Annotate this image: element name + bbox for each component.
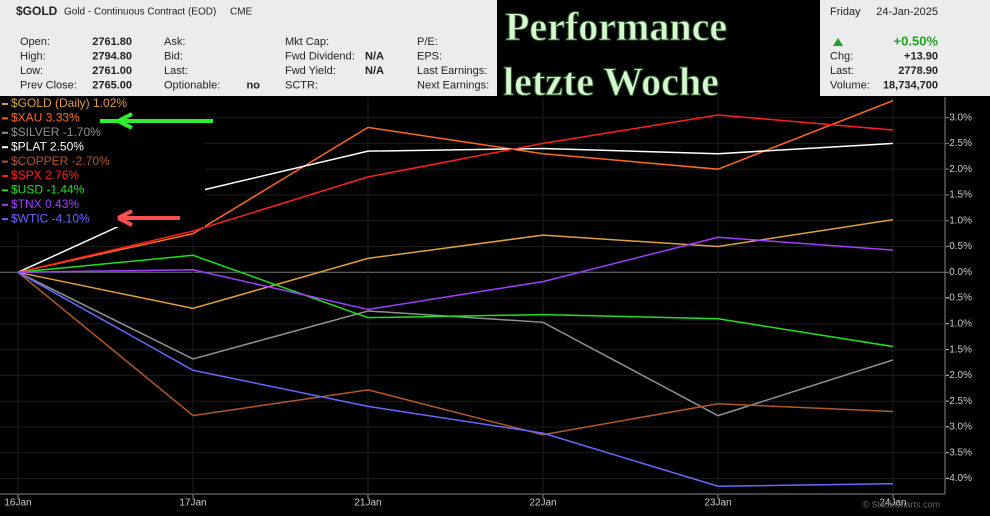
y-tick-label: 2.5%	[949, 138, 972, 149]
field-label: Mkt Cap:	[285, 36, 329, 48]
series-line	[17, 271, 894, 488]
red-arrow	[117, 209, 180, 227]
field-label: Last Earnings:	[417, 65, 487, 77]
y-tick-label: -1.0%	[946, 318, 972, 329]
plot-area: 3.0% 2.5% 2.0% 1.5% 1.0% 0.5% 0.0% -0.5% -1.0% -1…	[0, 97, 972, 509]
field-value: 2761.00	[92, 65, 132, 77]
x-tick-label: 16Jan	[4, 498, 31, 509]
field-label: EPS:	[417, 50, 442, 62]
y-tick-label: 2.0%	[949, 164, 972, 175]
x-tick-label: 23Jan	[704, 498, 731, 509]
field-label: Fwd Yield:	[285, 65, 336, 77]
legend-entry: $USD -1.44%	[11, 183, 85, 197]
series-line	[17, 99, 894, 274]
legend-entry: $SPX 2.76%	[11, 168, 79, 182]
legend-entry: $COPPER -2.70%	[11, 154, 110, 168]
y-tick-label: -3.5%	[946, 447, 972, 458]
quote-label: Volume:	[830, 79, 870, 91]
field-label: High:	[20, 50, 46, 62]
quote-value: 2778.90	[898, 65, 938, 77]
y-tick-label: 0.0%	[949, 267, 972, 278]
x-tick-label: 22Jan	[529, 498, 556, 509]
field-label: Fwd Dividend:	[285, 50, 355, 62]
quote-label: Chg:	[830, 50, 853, 62]
field-label: P/E:	[417, 36, 438, 48]
up-arrow	[833, 38, 843, 46]
legend-entry: $PLAT 2.50%	[11, 139, 84, 153]
y-tick-label: -3.0%	[946, 422, 972, 433]
field-value: 2794.80	[92, 50, 132, 62]
field-value: 2765.00	[92, 79, 132, 91]
field-value: 2761.80	[92, 36, 132, 48]
symbol: $GOLD	[16, 4, 58, 18]
watermark: © StockCharts.com	[862, 499, 940, 509]
field-label: Open:	[20, 36, 50, 48]
legend-entry: $GOLD (Daily) 1.02%	[11, 96, 127, 110]
y-tick-label: -1.5%	[946, 344, 972, 355]
quote-value: +13.90	[904, 50, 938, 62]
y-tick-label: 3.0%	[949, 112, 972, 123]
quote-value: 18,734,700	[883, 79, 938, 91]
field-label: Last:	[164, 65, 188, 77]
y-tick-label: -2.0%	[946, 370, 972, 381]
field-label: Bid:	[164, 50, 183, 62]
quote-day: Friday	[830, 6, 861, 18]
field-value: N/A	[365, 50, 384, 62]
y-tick-label: -0.5%	[946, 293, 972, 304]
series-line	[17, 236, 894, 311]
field-label: Low:	[20, 65, 43, 77]
field-label: Optionable:	[164, 79, 220, 91]
field-label: Ask:	[164, 36, 185, 48]
legend-entry: $XAU 3.33%	[11, 111, 80, 125]
header-bg	[0, 0, 990, 96]
y-tick-label: -4.0%	[946, 473, 972, 484]
legend-entry: $TNX 0.43%	[11, 197, 79, 211]
quote-label: Last:	[830, 65, 854, 77]
field-value: no	[247, 79, 261, 91]
header-panel: $GOLD Gold - Continuous Contract (EOD) C…	[0, 0, 990, 96]
overlay-title: Performance	[505, 4, 727, 49]
green-arrow	[100, 112, 213, 130]
series-line	[17, 254, 894, 348]
x-tick-label: 21Jan	[354, 498, 381, 509]
title-overlay-bg	[497, 0, 820, 100]
legend-bg	[0, 97, 205, 227]
y-tick-label: -2.5%	[946, 396, 972, 407]
y-tick-label: 1.0%	[949, 215, 972, 226]
exchange: CME	[230, 7, 253, 18]
series-line	[17, 271, 894, 436]
y-tick-label: 1.5%	[949, 190, 972, 201]
quote-date: 24-Jan-2025	[876, 6, 938, 18]
series-line	[17, 114, 894, 274]
legend-entry: $WTIC -4.10%	[11, 211, 90, 225]
overlay-title: letzte Woche	[503, 59, 719, 104]
description: Gold - Continuous Contract (EOD)	[64, 7, 216, 18]
field-label: SCTR:	[285, 79, 318, 91]
x-tick-label: 24Jan	[879, 498, 906, 509]
x-tick-label: 17Jan	[179, 498, 206, 509]
change-pct: +0.50%	[894, 33, 939, 48]
series-line	[17, 218, 894, 310]
field-value: N/A	[365, 65, 384, 77]
field-label: Next Earnings:	[417, 79, 489, 91]
legend: $GOLD (Daily) 1.02%$XAU 3.33%$SILVER -1.…	[2, 96, 127, 225]
legend-entry: $SILVER -1.70%	[11, 125, 101, 139]
y-tick-label: 0.5%	[949, 241, 972, 252]
field-label: Prev Close:	[20, 79, 77, 91]
